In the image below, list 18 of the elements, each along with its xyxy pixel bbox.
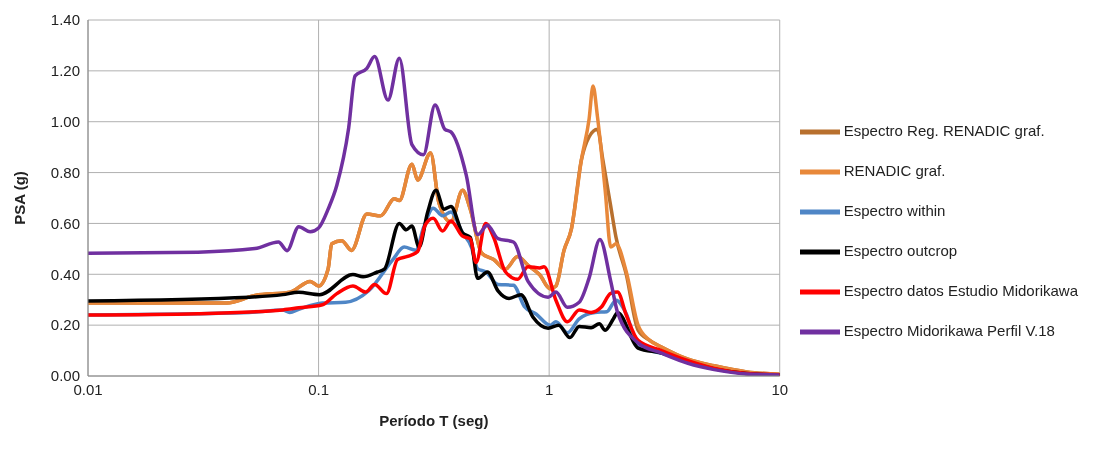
y-tick-label: 0.40 [50,265,80,283]
x-axis-title: Período T (seg) [379,412,489,429]
y-tick-label: 1.40 [50,11,80,29]
y-tick-label: 0.20 [50,316,80,334]
legend-label: Espectro datos Estudio Midorikawa [843,281,1078,299]
y-tick-label: 1.00 [50,113,80,131]
y-tick-label: 0.80 [50,163,80,181]
legend-label: RENADIC graf. [843,161,946,179]
legend-label: Espectro within [843,201,946,219]
x-tick-label: 1 [544,380,554,398]
y-tick-label: 0.60 [50,214,80,232]
x-tick-label: 0.1 [308,380,329,398]
legend-label: Espectro Midorikawa Perfil V.18 [843,321,1055,339]
x-tick-label: 10 [771,380,789,398]
y-tick-label: 1.20 [50,62,80,80]
legend-label: Espectro Reg. RENADIC graf. [843,121,1045,139]
legend-label: Espectro outcrop [843,241,958,259]
y-axis-title: PSA (g) [11,171,29,225]
